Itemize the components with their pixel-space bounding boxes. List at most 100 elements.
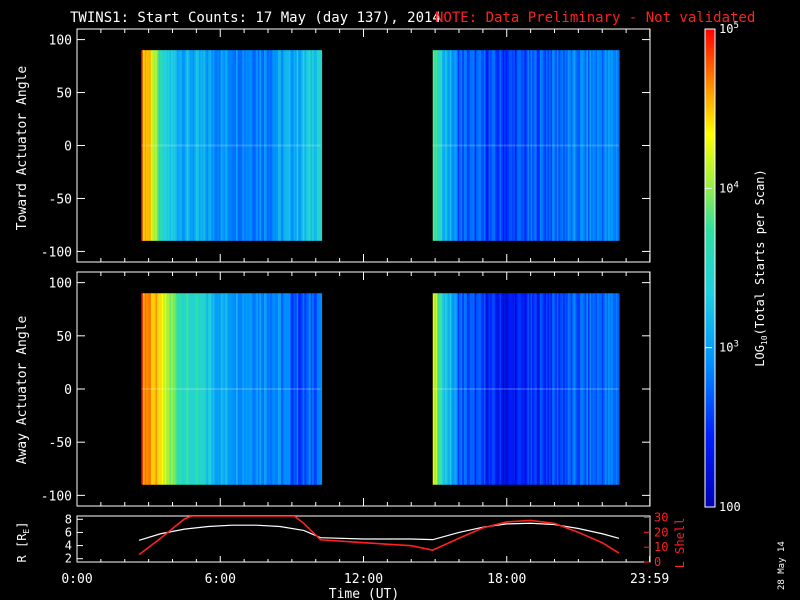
colorbar-tick-label: 103	[719, 340, 739, 355]
heatmap-cell	[460, 50, 463, 241]
heatmap-cell	[501, 293, 504, 485]
heatmap-cell	[259, 293, 262, 485]
heatmap-cell	[474, 293, 477, 485]
heatmap-cell	[550, 293, 553, 485]
heatmap-cell	[583, 293, 586, 485]
heatmap-cell	[178, 50, 181, 241]
heatmap-cell	[181, 50, 184, 241]
heatmap-cell	[250, 50, 253, 241]
heatmap-cell	[155, 50, 158, 241]
heatmap-cell	[215, 293, 219, 485]
heatmap-cell	[169, 293, 172, 485]
heatmap-cell	[192, 50, 195, 241]
heatmap-cell	[160, 50, 163, 241]
heatmap-cell	[575, 293, 578, 485]
heatmap-cell	[220, 50, 223, 241]
heatmap-cell	[507, 293, 510, 485]
heatmap-cell	[611, 293, 614, 485]
heatmap-cell	[434, 50, 437, 241]
heatmap-cell	[284, 50, 287, 241]
heatmap-cell	[233, 293, 236, 485]
heatmap-cell	[456, 50, 459, 241]
heatmap-cell	[175, 293, 178, 485]
heatmap-cell	[206, 293, 209, 485]
toward-ylabel: Toward Actuator Angle	[15, 66, 30, 231]
heatmap-cell	[566, 50, 569, 241]
heatmap-cell	[609, 293, 612, 485]
heatmap-cell	[544, 293, 547, 485]
heatmap-cell	[228, 50, 231, 241]
heatmap-cell	[201, 293, 205, 485]
heatmap-cell	[612, 293, 615, 485]
heatmap-cell	[152, 293, 155, 485]
heatmap-cell	[260, 50, 264, 241]
heatmap-cell	[200, 293, 203, 485]
heatmap-cell	[508, 293, 511, 485]
heatmap-cell	[552, 50, 555, 241]
heatmap-cell	[265, 50, 268, 241]
heatmap-cell	[614, 293, 617, 485]
radius-axis-label: R [RE]	[15, 522, 31, 563]
heatmap-cell	[570, 50, 574, 241]
heatmap-cell	[612, 50, 615, 241]
heatmap-cell	[508, 50, 511, 241]
heatmap-cell	[243, 50, 247, 241]
heatmap-cell	[223, 50, 226, 241]
heatmap-cell	[452, 50, 456, 241]
colorbar-gradient	[705, 29, 715, 507]
left-y-tick-label: 4	[65, 539, 72, 553]
heatmap-cell	[281, 293, 284, 485]
heatmap-cell	[174, 50, 177, 241]
heatmap-cell	[445, 293, 448, 485]
heatmap-cell	[291, 50, 295, 241]
heatmap-cell	[305, 50, 309, 241]
heatmap-cell	[195, 293, 198, 485]
heatmap-cell	[491, 50, 494, 241]
heatmap-cell	[212, 50, 216, 241]
heatmap-cell	[522, 50, 525, 241]
heatmap-cell	[440, 293, 443, 485]
heatmap-cell	[471, 50, 474, 241]
heatmap-cell	[518, 50, 521, 241]
heatmap-cell	[446, 50, 449, 241]
heatmap-cell	[561, 293, 564, 485]
heatmap-cell	[295, 293, 298, 485]
heatmap-cell	[533, 293, 536, 485]
heatmap-cell	[487, 293, 490, 485]
heatmap-cell	[174, 293, 177, 485]
y-tick-label: 0	[64, 140, 72, 155]
heatmap-cell	[219, 50, 222, 241]
heatmap-cell	[448, 50, 451, 241]
heatmap-cell	[147, 50, 150, 241]
y-tick-label: -100	[41, 245, 72, 260]
heatmap-cell	[469, 293, 473, 485]
heatmap-cell	[514, 50, 518, 241]
heatmap-cell	[496, 293, 499, 485]
heatmap-cell	[307, 293, 310, 485]
heatmap-cell	[240, 293, 243, 485]
radius-series-line	[138, 522, 620, 541]
heatmap-cell	[577, 50, 580, 241]
heatmap-cell	[564, 50, 567, 241]
heatmap-cell	[451, 50, 454, 241]
right-y-tick-label: 20	[654, 525, 668, 539]
heatmap-cell	[177, 293, 180, 485]
heatmap-cell	[603, 50, 606, 241]
heatmap-cell	[169, 50, 172, 241]
heatmap-cell	[490, 293, 493, 485]
heatmap-cell	[150, 293, 153, 485]
heatmap-cell	[595, 50, 598, 241]
heatmap-cell	[209, 293, 212, 485]
heatmap-cell	[556, 293, 560, 485]
heatmap-cell	[166, 293, 169, 485]
heatmap-cell	[287, 50, 290, 241]
heatmap-cell	[581, 293, 584, 485]
heatmap-cell	[567, 293, 570, 485]
heatmap-cell	[256, 50, 259, 241]
heatmap-cell	[502, 293, 505, 485]
heatmap-cell	[226, 50, 229, 241]
heatmap-cell	[501, 50, 504, 241]
heatmap-cell	[594, 293, 597, 485]
heatmap-cell	[592, 293, 595, 485]
heatmap-cell	[440, 50, 443, 241]
